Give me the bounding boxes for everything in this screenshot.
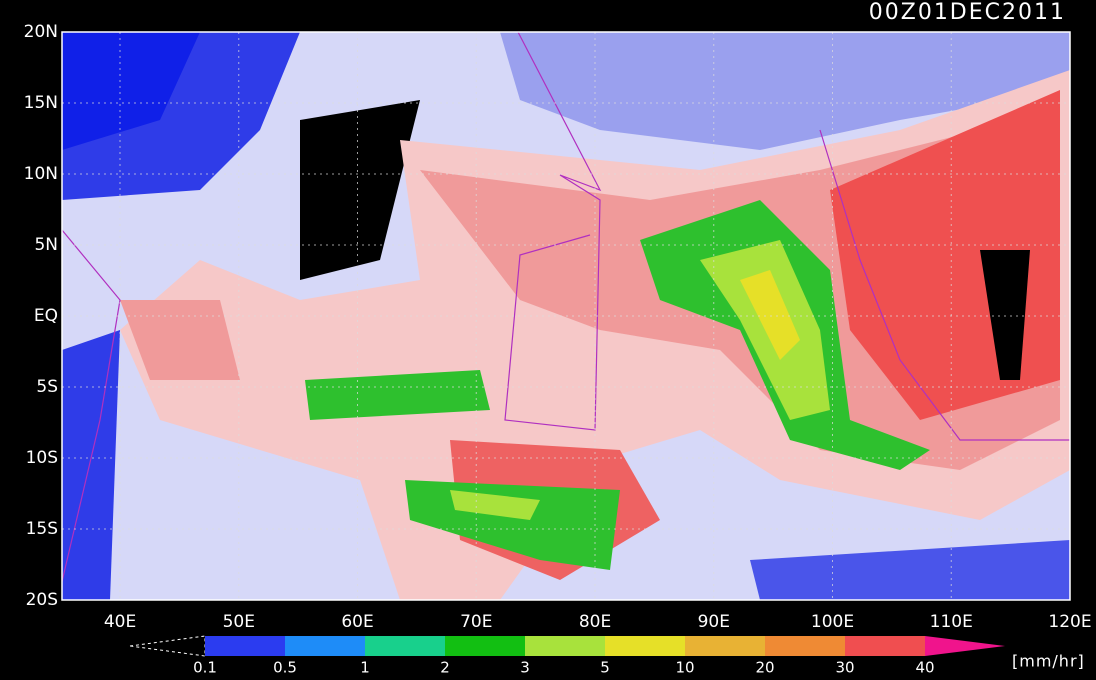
colorbar-label: 0.5 bbox=[273, 659, 297, 677]
lat-label: 10S bbox=[26, 448, 58, 468]
colorbar-under bbox=[129, 635, 206, 657]
colorbar: 0.1 0.5 1 2 3 5 10 20 30 40 bbox=[193, 636, 1005, 677]
lat-label: 15N bbox=[24, 93, 58, 113]
precip-field bbox=[62, 32, 1070, 600]
lon-label: 80E bbox=[579, 612, 611, 632]
lat-label: 20N bbox=[24, 22, 58, 42]
lat-label: 15S bbox=[26, 519, 58, 539]
colorbar-swatch bbox=[285, 636, 365, 656]
colorbar-swatch bbox=[605, 636, 685, 656]
lon-label: 120E bbox=[1048, 612, 1091, 632]
lon-label: 60E bbox=[341, 612, 373, 632]
lon-label: 100E bbox=[811, 612, 854, 632]
lon-label: 110E bbox=[930, 612, 973, 632]
lon-label: 90E bbox=[698, 612, 730, 632]
lat-label: EQ bbox=[34, 306, 58, 326]
colorbar-label: 10 bbox=[675, 659, 694, 677]
graticule bbox=[62, 32, 1070, 600]
colorbar-swatch bbox=[685, 636, 765, 656]
lon-label: 40E bbox=[104, 612, 136, 632]
timestamp: 00Z01DEC2011 bbox=[869, 0, 1066, 25]
lon-label: 50E bbox=[223, 612, 255, 632]
colorbar-label: 0.1 bbox=[193, 659, 217, 677]
colorbar-swatch bbox=[365, 636, 445, 656]
colorbar-label: 2 bbox=[440, 659, 450, 677]
colorbar-swatch bbox=[765, 636, 845, 656]
colorbar-over bbox=[925, 636, 1005, 656]
colorbar-swatch bbox=[445, 636, 525, 656]
lat-label: 20S bbox=[26, 590, 58, 610]
colorbar-swatch bbox=[205, 636, 285, 656]
lat-label: 5N bbox=[34, 235, 58, 255]
colorbar-label: 3 bbox=[520, 659, 530, 677]
lat-label: 10N bbox=[24, 164, 58, 184]
lat-label: 5S bbox=[36, 377, 58, 397]
colorbar-label: 5 bbox=[600, 659, 610, 677]
colorbar-unit: [mm/hr] bbox=[1012, 652, 1085, 671]
colorbar-label: 40 bbox=[915, 659, 934, 677]
colorbar-swatch bbox=[525, 636, 605, 656]
lon-label: 70E bbox=[460, 612, 492, 632]
colorbar-label: 30 bbox=[835, 659, 854, 677]
colorbar-swatch bbox=[845, 636, 925, 656]
colorbar-label: 20 bbox=[755, 659, 774, 677]
colorbar-label: 1 bbox=[360, 659, 370, 677]
map-frame bbox=[61, 31, 1071, 601]
